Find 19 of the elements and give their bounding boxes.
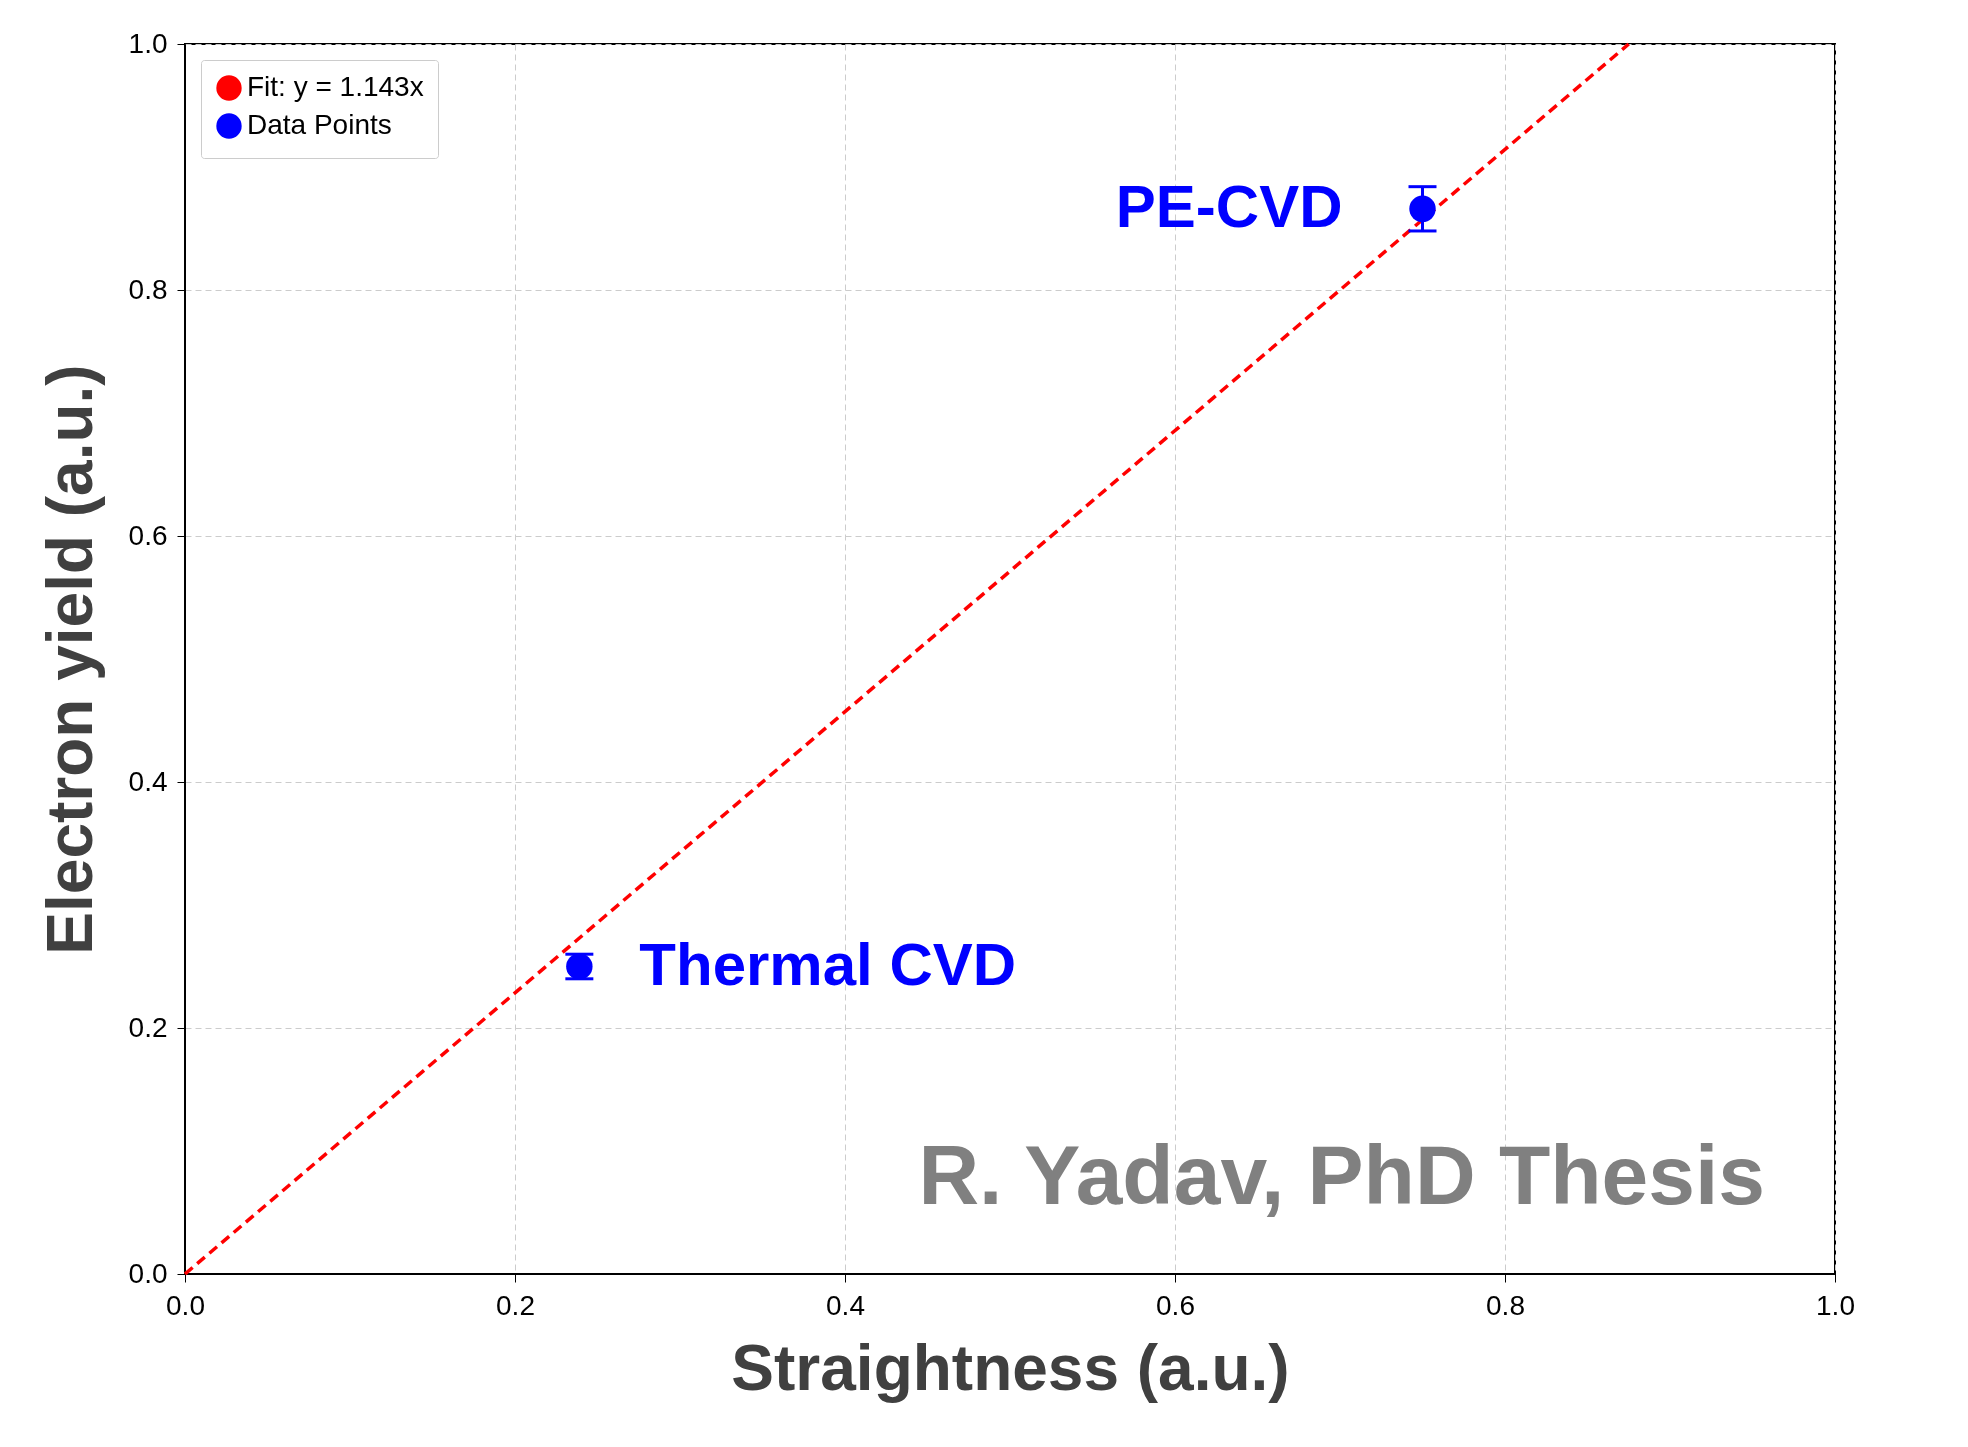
x-tick-label: 0.8 <box>1486 1289 1525 1321</box>
x-tick-label: 0.6 <box>1156 1289 1195 1321</box>
annotation: Thermal CVD <box>639 930 1017 998</box>
y-tick-label: 0.4 <box>128 765 168 797</box>
y-tick-label: 0.0 <box>128 1257 168 1289</box>
x-tick-label: 1.0 <box>1816 1289 1855 1321</box>
y-axis-title: Electron yield (a.u.) <box>33 364 106 955</box>
y-tick-label: 0.2 <box>128 1011 168 1043</box>
x-tick-label: 0.4 <box>826 1289 865 1321</box>
y-tick-label: 0.8 <box>128 273 168 305</box>
x-axis-title: Straightness (a.u.) <box>731 1331 1290 1404</box>
legend-label: Fit: y = 1.143x <box>247 71 424 102</box>
legend-label: Data Points <box>247 109 392 140</box>
y-tick-label: 1.0 <box>128 27 168 59</box>
x-tick-label: 0.2 <box>496 1289 535 1321</box>
annotation: PE-CVD <box>1115 172 1343 240</box>
y-tick-label: 0.6 <box>128 519 168 551</box>
annotation: R. Yadav, PhD Thesis <box>918 1128 1765 1222</box>
x-tick-label: 0.0 <box>166 1289 205 1321</box>
